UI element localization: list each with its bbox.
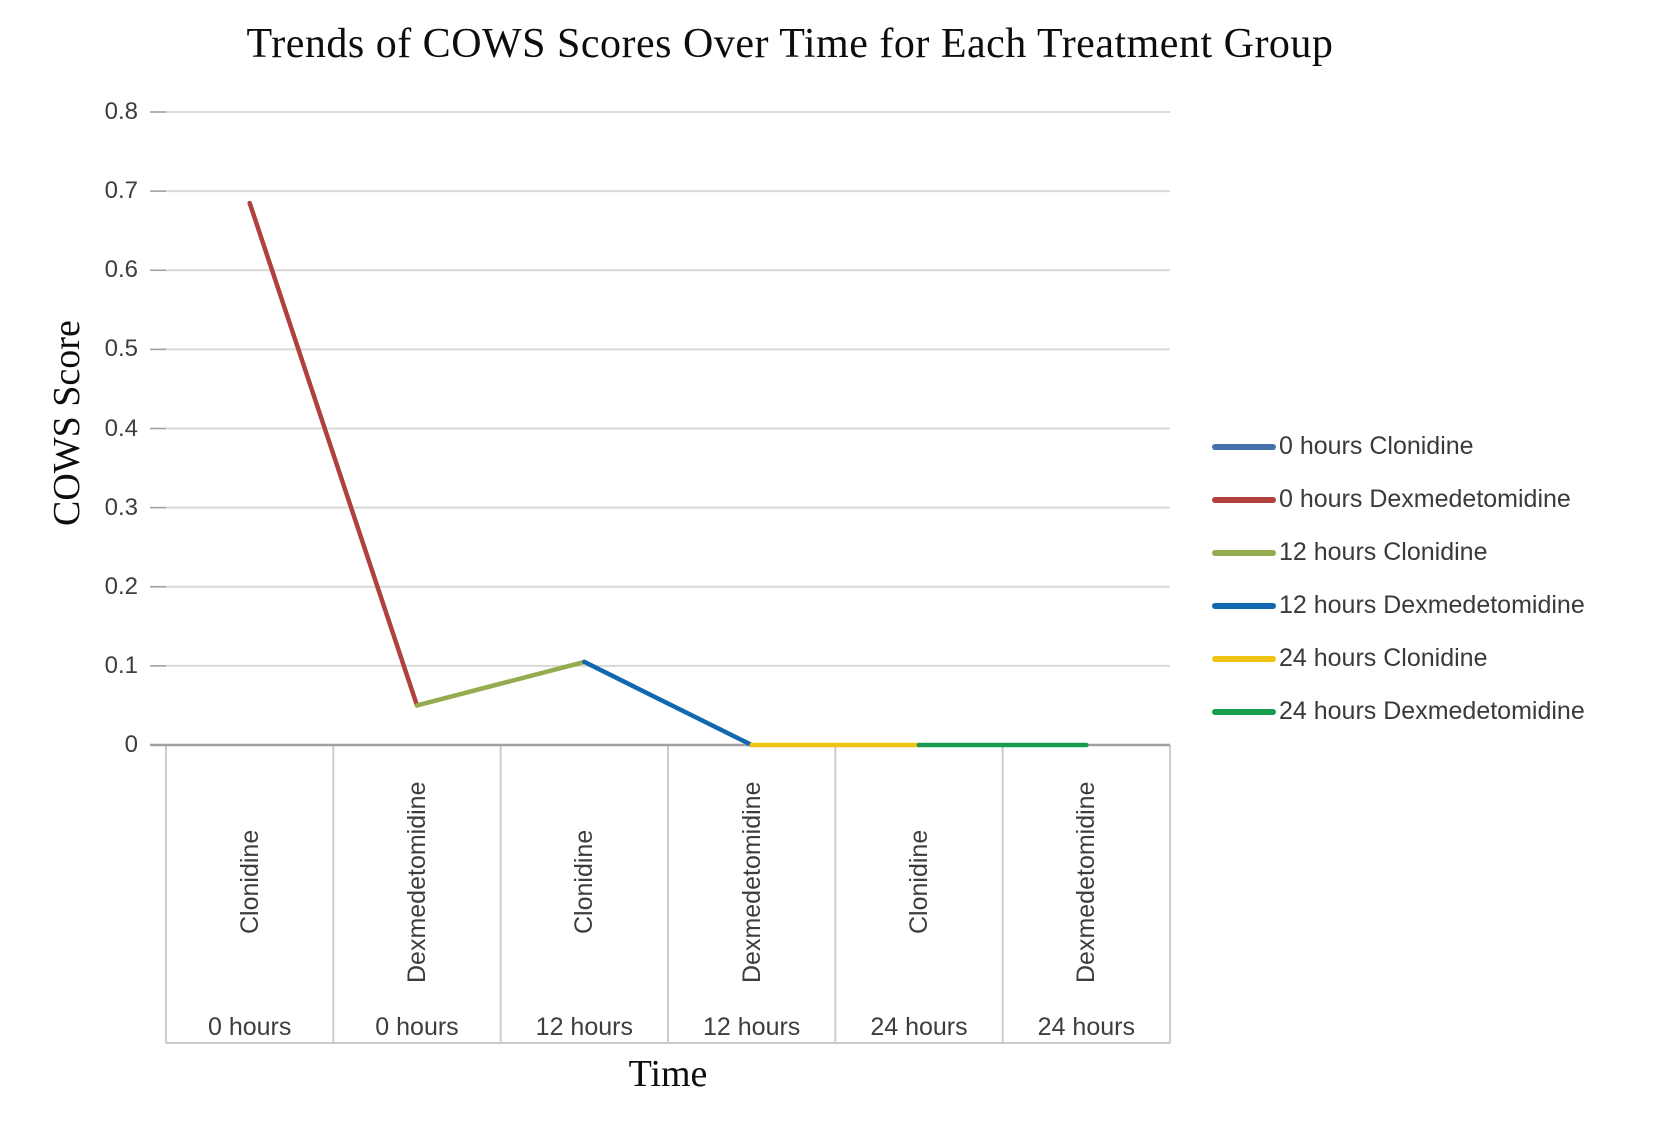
legend-swatch [1212,602,1276,609]
y-tick-label: 0.4 [104,414,138,442]
category-drug-label: Dexmedetomidine [737,781,766,983]
y-tick-label: 0 [124,731,138,758]
category-time-label: 12 hours [535,1013,633,1041]
y-tick-label: 0.1 [104,651,138,679]
y-tick-label: 0.7 [104,177,138,205]
legend-label: 12 hours Clonidine [1279,538,1488,566]
legend-item: 0 hours Dexmedetomidine [1212,473,1585,526]
category-drug-label: Dexmedetomidine [403,781,431,983]
legend-swatch [1212,655,1276,662]
legend-swatch [1212,496,1276,503]
category-drug-label: Clonidine [905,829,933,935]
category-time-label: 24 hours [1037,1013,1135,1041]
legend-swatch [1212,708,1276,715]
data-line-segment-12-hours-dexmedetomidine [582,659,754,748]
y-tick-label: 0.5 [104,335,138,363]
legend-label: 0 hours Clonidine [1279,432,1474,460]
y-tick-label: 0.8 [104,98,138,125]
category-time-label: 0 hours [375,1013,459,1041]
legend-label: 12 hours Dexmedetomidine [1279,591,1585,619]
legend-label: 0 hours Dexmedetomidine [1279,485,1571,513]
category-drug-label: Clonidine [235,829,264,935]
y-tick-label: 0.3 [104,493,138,521]
legend-item: 24 hours Dexmedetomidine [1212,685,1585,738]
y-tick-label: 0.2 [104,572,138,600]
legend-item: 24 hours Clonidine [1212,632,1585,685]
data-line-segment-0-hours-dexmedetomidine [247,200,420,708]
legend-label: 24 hours Dexmedetomidine [1279,697,1585,725]
legend-item: 0 hours Clonidine [1212,420,1585,473]
category-time-label: 24 hours [870,1013,968,1041]
legend-item: 12 hours Dexmedetomidine [1212,579,1585,632]
x-axis-title: Time [628,1053,708,1095]
category-time-label: 12 hours [703,1013,801,1041]
legend: 0 hours Clonidine 0 hours Dexmedetomidine… [1212,420,1585,738]
legend-swatch [1212,443,1276,450]
legend-swatch [1212,549,1276,556]
category-time-label: 0 hours [207,1013,292,1041]
category-drug-label: Clonidine [570,829,599,935]
data-line-segment-12-hours-clonidine [414,659,587,708]
y-tick-label: 0.6 [104,256,138,284]
legend-item: 12 hours Clonidine [1212,526,1585,579]
category-drug-label: Dexmedetomidine [1072,781,1101,983]
chart-title: Trends of COWS Scores Over Time for Each… [246,21,1334,67]
legend-label: 24 hours Clonidine [1279,644,1488,672]
